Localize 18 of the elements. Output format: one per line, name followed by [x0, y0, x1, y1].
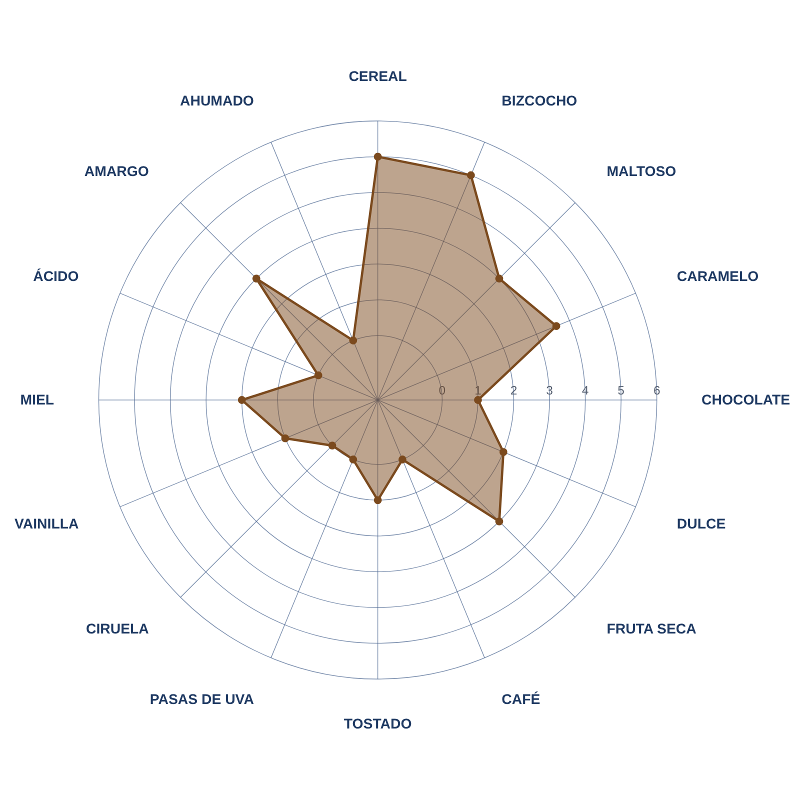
spoke-label: CIRUELA: [86, 622, 149, 638]
spoke-label: VAINILLA: [14, 516, 79, 533]
spoke-label: AHUMADO: [180, 94, 254, 110]
spoke-label: CEREAL: [348, 69, 408, 86]
spoke-label: CAFÉ: [502, 690, 540, 708]
spoke-label: DULCE: [676, 516, 726, 533]
spoke-label: FRUTA SECA: [606, 622, 696, 638]
spoke-label: BIZCOCHO: [502, 94, 578, 110]
spoke-label: ÁCIDO: [33, 268, 79, 285]
spoke-label: CARAMELO: [676, 268, 759, 285]
spoke-label: PASAS DE UVA: [150, 692, 254, 708]
spoke-label: TOSTADO: [344, 716, 412, 732]
y-tick-label: 0: [438, 383, 446, 398]
y-tick-label: 1: [474, 383, 482, 398]
spoke-label: CHOCOLATE: [702, 392, 790, 409]
spoke-label: MIEL: [20, 392, 54, 409]
spoke-label: MALTOSO: [606, 164, 676, 180]
spoke-label: AMARGO: [84, 164, 149, 180]
